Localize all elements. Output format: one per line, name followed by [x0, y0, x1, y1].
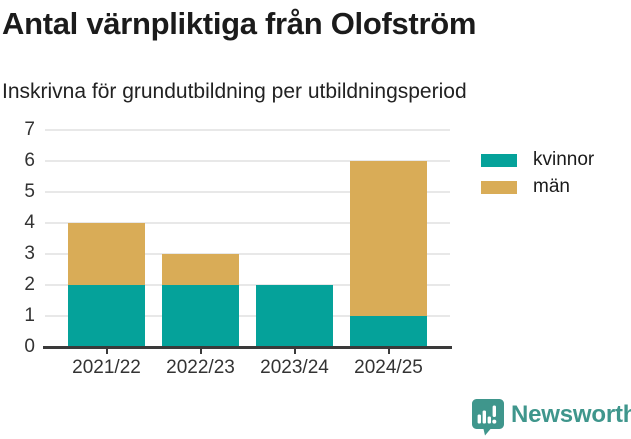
- gridline: [45, 315, 450, 317]
- legend-label: män: [533, 176, 570, 197]
- bar-segment-män-2021-22: [68, 223, 145, 285]
- y-axis-tick-label: 3: [24, 243, 35, 264]
- y-axis-tick-label: 6: [24, 150, 35, 171]
- x-axis-tick: [199, 348, 202, 354]
- bar-segment-kvinnor-2023-24: [256, 285, 333, 347]
- y-axis-tick-label: 4: [24, 212, 35, 233]
- newsworthy-logo-text: Newsworthy: [511, 401, 631, 428]
- x-axis-tick: [293, 348, 296, 354]
- x-axis-tick-label: 2024/25: [354, 357, 423, 378]
- y-axis-tick-label: 7: [24, 119, 35, 140]
- legend: kvinnor män: [481, 149, 594, 203]
- x-axis-tick-label: 2023/24: [260, 357, 329, 378]
- bar-segment-kvinnor-2022-23: [162, 285, 239, 347]
- x-axis-tick: [387, 348, 390, 354]
- x-axis-tick-label: 2022/23: [166, 357, 235, 378]
- bar-segment-män-2024-25: [350, 161, 427, 316]
- gridline: [45, 253, 450, 255]
- legend-label: kvinnor: [533, 149, 595, 170]
- gridline: [45, 222, 450, 224]
- legend-item-kvinnor: kvinnor: [481, 149, 594, 171]
- legend-swatch-män: [481, 180, 517, 194]
- bar-segment-kvinnor-2021-22: [68, 285, 145, 347]
- plot-area: 0 1 2 3 4 5 6 7 2021/22 2022/23 2023/24 2024/25: [24, 119, 452, 378]
- y-axis-tick-label: 5: [24, 181, 35, 202]
- y-axis-tick-label: 0: [24, 336, 35, 357]
- x-axis-line: [43, 345, 452, 349]
- gridline: [45, 129, 450, 131]
- gridline: [45, 191, 450, 193]
- chart-subtitle: Inskrivna för grundutbildning per utbild…: [2, 80, 467, 103]
- bar-segment-män-2022-23: [162, 254, 239, 285]
- legend-swatch-kvinnor: [481, 153, 517, 167]
- gridline: [45, 160, 450, 162]
- y-axis-tick-label: 1: [24, 305, 35, 326]
- x-axis-tick-label: 2021/22: [72, 357, 141, 378]
- chart-title: Antal värnpliktiga från Olofström: [2, 6, 477, 41]
- newsworthy-logo[interactable]: Newsworthy: [471, 398, 631, 436]
- x-axis-tick: [105, 348, 108, 354]
- newsworthy-bubble-chart-icon: [471, 398, 505, 436]
- gridline: [45, 284, 450, 286]
- bar-segment-kvinnor-2024-25: [350, 316, 427, 347]
- legend-item-män: män: [481, 176, 594, 198]
- y-axis-tick-label: 2: [24, 274, 35, 295]
